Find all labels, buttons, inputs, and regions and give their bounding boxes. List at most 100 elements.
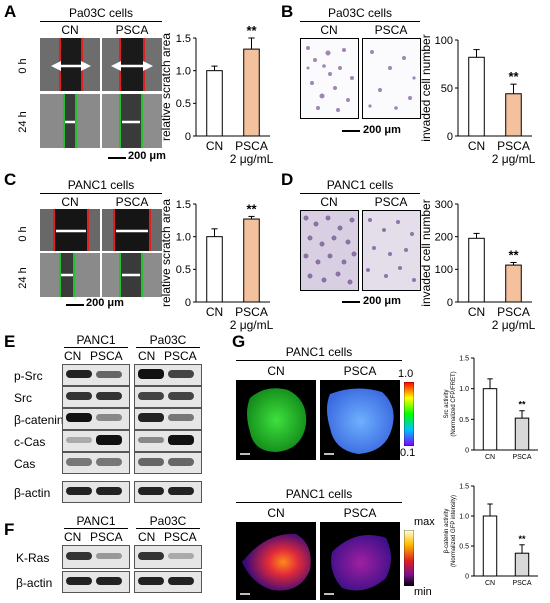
x-tick-label: 2 μg/mL	[230, 318, 274, 332]
bar	[505, 264, 522, 303]
y-tick-label: 1.0	[459, 513, 469, 520]
panel-label-a: A	[4, 2, 17, 21]
y-axis-label: invaded cell number	[420, 34, 433, 141]
y-tick-label: 0.5	[176, 98, 191, 110]
x-tick-label: CN	[485, 580, 495, 587]
panel-g-colorbar-bottom	[404, 530, 414, 586]
panel-g-psca-top: PSCA	[343, 364, 377, 378]
panel-e-row-bactin: β-actin	[14, 486, 51, 500]
y-tick-label: 1.5	[459, 355, 469, 362]
y-axis-label-2: (Normalized GFP intensity)	[451, 495, 457, 567]
y-axis-label: Src activity	[444, 389, 450, 418]
y-tick-label: 0	[185, 297, 191, 309]
panel-a-24h-label: 24 h	[17, 111, 29, 133]
x-tick-label: PSCA	[497, 139, 530, 153]
y-axis-label: β-catenin activity	[444, 509, 450, 554]
panel-d-cell-title: PANC1 cells	[326, 178, 394, 192]
panel-a-scale-label: 200 μm	[128, 150, 166, 162]
bar	[482, 388, 498, 451]
panel-b-scale-label: 200 μm	[363, 124, 401, 136]
bar	[514, 552, 530, 577]
panel-c-scale-label: 200 μm	[86, 297, 124, 309]
y-tick-label: 1.5	[176, 199, 191, 211]
x-tick-label: CN	[206, 139, 223, 153]
panel-label-b: B	[281, 2, 294, 21]
x-tick-label: 2 μg/mL	[230, 152, 274, 166]
x-tick-label: PSCA	[497, 305, 530, 319]
panel-g-gfp-images	[236, 522, 400, 600]
panel-e-row-psrc: p-Src	[14, 369, 43, 383]
panel-label-d: D	[281, 170, 294, 189]
significance-mark: **	[246, 201, 257, 216]
significance-mark: **	[518, 534, 526, 544]
x-tick-label: PSCA	[235, 139, 268, 153]
y-tick-label: 0	[465, 573, 469, 580]
panel-b-psca-label: PSCA	[374, 23, 408, 37]
panel-label-e: E	[4, 332, 16, 351]
y-tick-label: 200	[435, 232, 453, 244]
panel-g-cell-title-top: PANC1 cells	[285, 345, 353, 359]
panel-d-cn-label: CN	[320, 195, 338, 209]
y-axis-label: invaded cell number	[420, 199, 433, 306]
panel-label-g: G	[232, 332, 246, 351]
y-tick-label: 1.0	[459, 386, 469, 393]
panel-g-chart-top: 0 0.5 1.0 1.5 Src activity (Normalized CFP/FR…	[444, 355, 538, 461]
panel-d-scale-label: 200 μm	[363, 295, 401, 307]
x-tick-label: CN	[206, 305, 223, 319]
bar	[206, 70, 223, 137]
x-tick-label: 2 μg/mL	[492, 318, 536, 332]
y-axis-label-2: (Normalized CFP/FRET)	[451, 371, 457, 436]
bar	[482, 515, 498, 577]
x-tick-label: PSCA	[512, 454, 531, 461]
panel-e-row-ccas: c-Cas	[14, 435, 46, 449]
panel-a-0h-label: 0 h	[17, 58, 29, 74]
panel-a-cell-title: Pa03C cells	[68, 6, 134, 20]
panel-b-cell-title: Pa03C cells	[327, 6, 393, 20]
panel-f-group-panc1: PANC1	[76, 514, 116, 528]
panel-c-24h-label: 24 h	[17, 267, 29, 289]
y-tick-label: 1.0	[176, 232, 191, 244]
panel-a-psca-label: PSCA	[115, 23, 149, 37]
bar	[468, 56, 485, 137]
y-tick-label: 0	[185, 131, 191, 143]
panel-b-invasion-images	[300, 38, 421, 119]
y-axis-label: relative scratch area	[160, 33, 173, 141]
y-tick-label: 0.5	[176, 264, 191, 276]
panel-f-lane-4: PSCA	[164, 530, 197, 544]
panel-a-scratch-images	[40, 38, 162, 148]
panel-g-colorbar-bottom-max: max	[414, 516, 435, 528]
significance-mark: **	[246, 24, 257, 38]
panel-label-f: F	[4, 520, 15, 539]
y-tick-label: 0	[465, 447, 469, 454]
panel-g-cn-top: CN	[267, 364, 285, 378]
panel-f-lane-2: PSCA	[90, 530, 123, 544]
panel-d-psca-label: PSCA	[374, 195, 408, 209]
y-tick-label: 0.5	[459, 417, 469, 424]
panel-g-cn-bottom: CN	[267, 506, 285, 520]
x-tick-label: CN	[485, 454, 495, 461]
significance-mark: **	[508, 247, 519, 262]
panel-e-row-bcatenin: β-catenin	[14, 413, 64, 427]
bar	[206, 236, 223, 303]
panel-e-lane-4: PSCA	[164, 349, 197, 363]
panel-e-lane-3: CN	[138, 349, 156, 363]
panel-e-row-cas: Cas	[14, 457, 36, 471]
panel-c-cn-label: CN	[61, 195, 79, 209]
y-tick-label: 0	[447, 131, 453, 143]
panel-e-group-panc1: PANC1	[76, 333, 116, 347]
panel-c-scratch-images	[40, 209, 162, 297]
panel-e-lane-1: CN	[64, 349, 82, 363]
panel-g-fret-images	[236, 380, 400, 460]
y-tick-label: 300	[435, 199, 453, 211]
panel-g-psca-bottom: PSCA	[343, 506, 377, 520]
panel-c-0h-label: 0 h	[17, 226, 29, 242]
significance-mark: **	[508, 69, 519, 84]
panel-e-row-src: Src	[14, 391, 32, 405]
bar	[468, 237, 485, 303]
bar	[243, 218, 260, 303]
panel-f-group-pa03c: Pa03C	[149, 514, 187, 528]
panel-c-psca-label: PSCA	[115, 195, 149, 209]
panel-f-row-bactin: β-actin	[16, 576, 53, 590]
y-tick-label: 1.5	[459, 483, 469, 490]
panel-e-group-pa03c: Pa03C	[149, 333, 187, 347]
